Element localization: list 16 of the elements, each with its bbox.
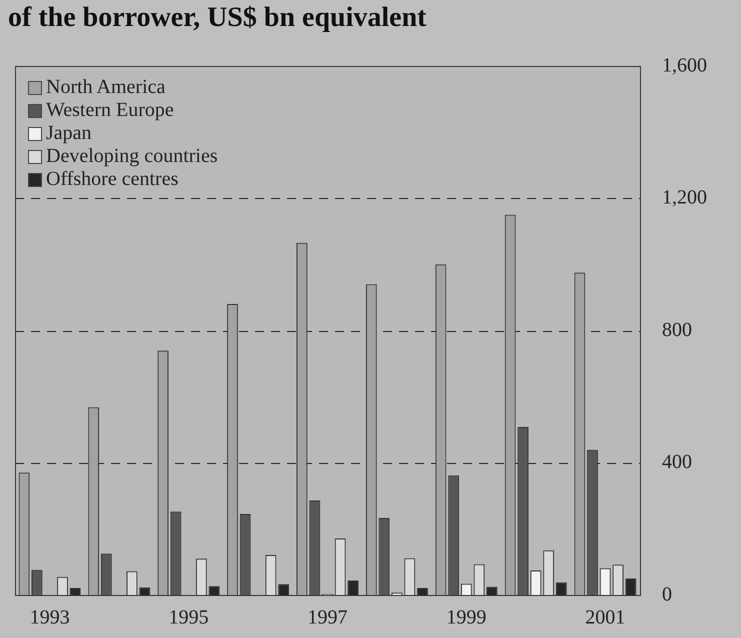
y-tick-label: 0 — [662, 583, 672, 606]
legend-label: North America — [46, 76, 166, 99]
y-tick-label: 1,200 — [662, 186, 707, 208]
x-tick-label: 1999 — [446, 606, 486, 628]
x-tick-label: 1993 — [30, 606, 70, 628]
y-tick-label: 1,600 — [662, 54, 707, 76]
legend-label: Japan — [46, 122, 92, 145]
x-tick-label: 1997 — [308, 606, 348, 628]
y-tick-label: 400 — [662, 451, 692, 473]
legend-label: Western Europe — [46, 99, 174, 122]
x-tick-label: 1995 — [168, 606, 209, 628]
chart-title: of the borrower, US$ bn equivalent — [8, 2, 426, 34]
legend-label: Developing countries — [46, 145, 218, 168]
x-tick-label: 2001 — [585, 606, 626, 628]
legend-label: Offshore centres — [46, 168, 178, 191]
y-tick-label: 800 — [662, 318, 692, 341]
